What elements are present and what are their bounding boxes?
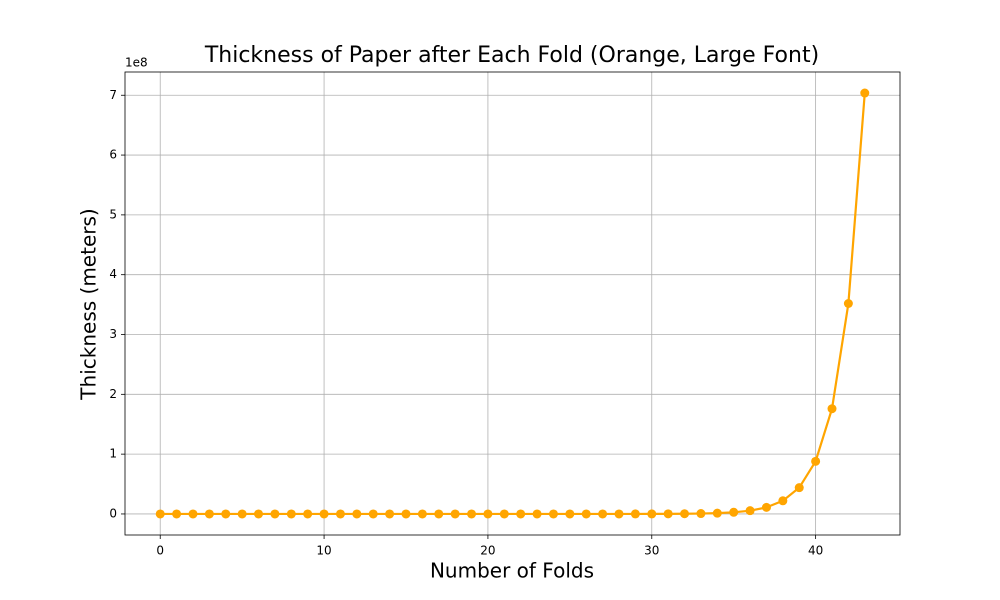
data-point — [434, 509, 444, 519]
data-point — [827, 404, 837, 414]
data-point — [614, 509, 624, 519]
y-tick-label: 2 — [109, 387, 117, 401]
y-tick-label: 3 — [109, 327, 117, 341]
data-point — [467, 509, 477, 519]
plot-frame — [124, 71, 901, 536]
data-point — [319, 509, 329, 519]
data-point — [516, 509, 526, 519]
y-tick-label: 7 — [109, 88, 117, 102]
x-tick-label: 10 — [316, 544, 331, 558]
data-point — [499, 509, 509, 519]
y-axis-label: Thickness (meters) — [77, 208, 101, 400]
data-point — [237, 509, 247, 519]
data-point — [385, 509, 395, 519]
data-point — [729, 507, 739, 517]
data-point — [352, 509, 362, 519]
data-point — [172, 509, 182, 519]
data-point — [450, 509, 460, 519]
data-point — [647, 509, 657, 519]
x-tick-label: 30 — [644, 544, 659, 558]
data-point — [270, 509, 280, 519]
data-point — [811, 456, 821, 466]
data-point — [680, 509, 690, 519]
data-point — [401, 509, 411, 519]
data-point — [286, 509, 296, 519]
data-point — [483, 509, 493, 519]
y-tick-label: 0 — [109, 506, 117, 520]
x-tick-label: 0 — [156, 544, 164, 558]
y-offset-label: 1e8 — [125, 56, 148, 70]
data-point — [548, 509, 558, 519]
data-point — [778, 496, 788, 506]
data-point — [860, 88, 870, 98]
data-point — [630, 509, 640, 519]
data-point — [188, 509, 198, 519]
data-point — [155, 509, 165, 519]
data-point — [303, 509, 313, 519]
x-tick-label: 40 — [808, 544, 823, 558]
y-tick-label: 1 — [109, 447, 117, 461]
data-point — [581, 509, 591, 519]
y-tick-label: 6 — [109, 148, 117, 162]
data-point — [663, 509, 673, 519]
data-point — [696, 509, 706, 519]
data-point — [254, 509, 264, 519]
data-point — [532, 509, 542, 519]
data-point — [712, 508, 722, 518]
y-tick-label: 5 — [109, 207, 117, 221]
x-tick-label: 20 — [480, 544, 495, 558]
data-point — [221, 509, 231, 519]
chart-title: Thickness of Paper after Each Fold (Oran… — [204, 43, 819, 68]
data-point — [745, 506, 755, 516]
data-point — [204, 509, 214, 519]
data-point — [335, 509, 345, 519]
x-axis-label: Number of Folds — [430, 559, 594, 583]
data-point — [794, 483, 804, 493]
data-point — [565, 509, 575, 519]
data-point — [761, 502, 771, 512]
data-point — [598, 509, 608, 519]
y-tick-label: 4 — [109, 267, 117, 281]
data-point — [417, 509, 427, 519]
data-point — [843, 299, 853, 308]
data-point — [368, 509, 378, 519]
